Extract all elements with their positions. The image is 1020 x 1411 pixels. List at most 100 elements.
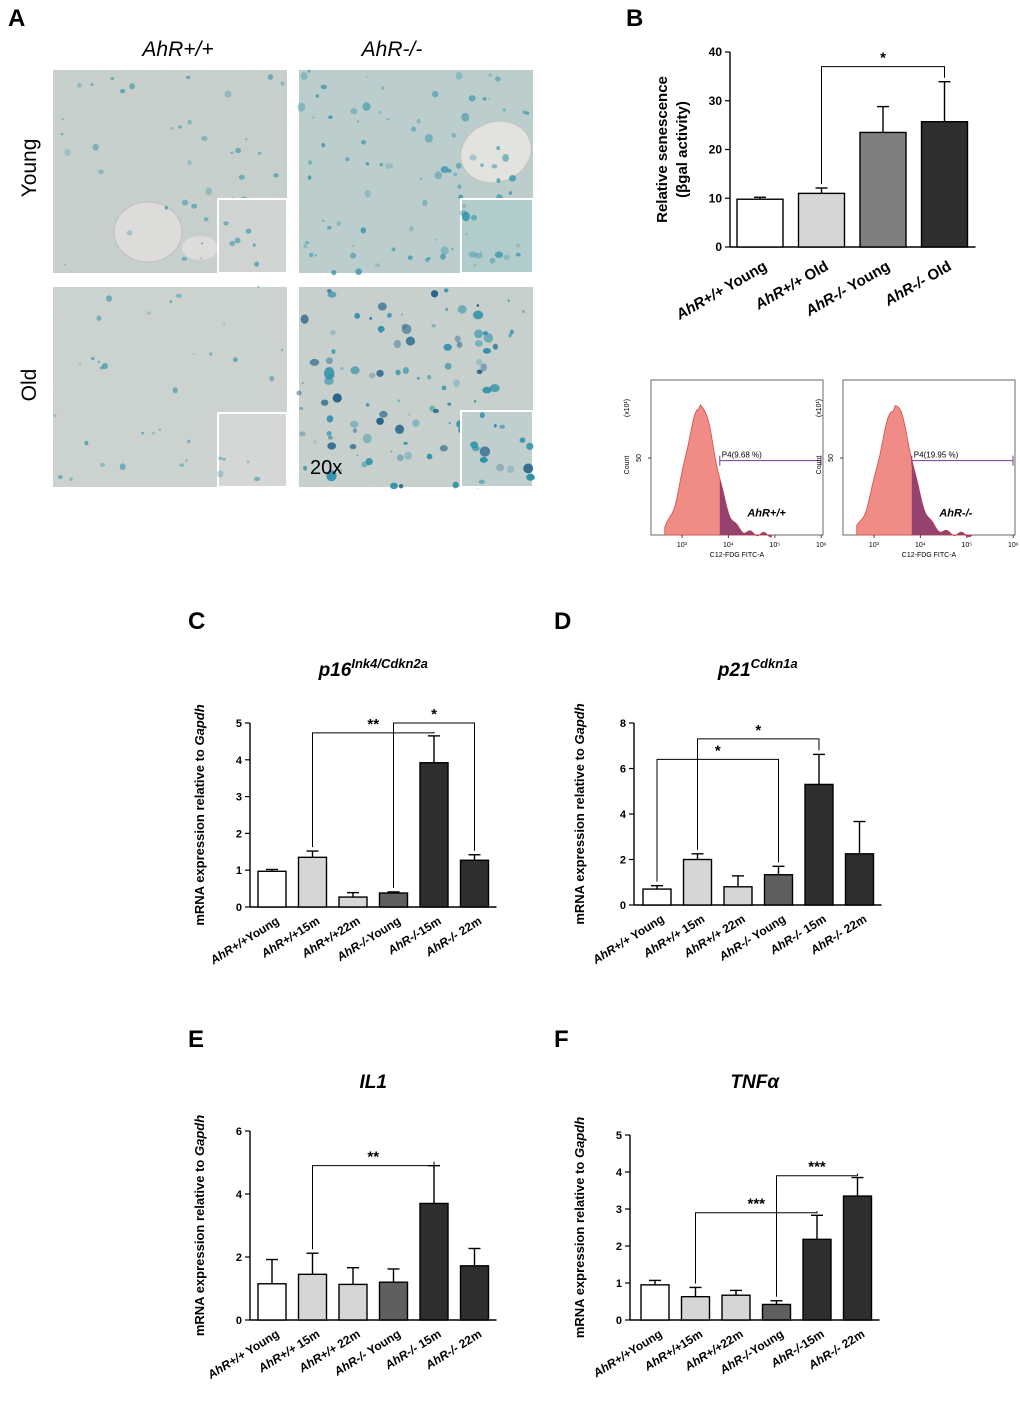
stain-spot <box>170 126 175 130</box>
stain-spot <box>412 419 420 427</box>
stain-spot <box>472 310 484 320</box>
stain-spot <box>379 330 382 334</box>
stain-spot <box>355 268 362 275</box>
stain-spot <box>362 433 372 444</box>
stain-spot <box>352 428 357 433</box>
stain-spot <box>140 431 145 435</box>
stain-spots <box>297 69 530 276</box>
significance-label: *** <box>747 1196 765 1213</box>
genotype-label: AhR+/+ <box>746 507 786 519</box>
stain-spot <box>185 459 188 462</box>
stain-spot <box>200 242 204 245</box>
y-exponent-label: (x10¹) <box>624 399 631 417</box>
bar <box>642 888 672 906</box>
stain-spot <box>462 203 467 208</box>
y-tick-label: 8 <box>620 718 626 730</box>
bar <box>920 121 969 248</box>
stain-spot <box>381 86 385 90</box>
y-tick-label: 10 <box>709 191 723 205</box>
stain-spot <box>53 414 57 417</box>
x-axis-label: C12-FDG FITC-A <box>902 552 957 559</box>
bar <box>338 896 368 908</box>
stain-spot <box>434 238 437 241</box>
stain-spot <box>323 461 326 465</box>
magnification-label: 20x <box>310 457 342 479</box>
y-tick-label: 4 <box>616 1167 623 1179</box>
bar <box>378 1281 409 1321</box>
stain-spot <box>77 83 82 88</box>
stain-spot <box>218 456 223 460</box>
bar <box>844 853 875 906</box>
chart-title: TNFα <box>730 1072 780 1093</box>
x-axis-label: C12-FDG FITC-A <box>710 552 765 559</box>
stain-spots <box>470 412 535 485</box>
stain-spot <box>257 151 262 155</box>
chart-title-main: p21 <box>717 660 751 681</box>
stain-spots <box>217 456 261 482</box>
stain-spot <box>494 251 504 259</box>
stain-spot <box>453 379 460 388</box>
stain-spot <box>63 263 66 266</box>
stain-spot <box>252 243 256 247</box>
stain-spot <box>405 336 416 346</box>
x-tick-label: 10⁵ <box>961 542 972 549</box>
stain-spot <box>245 228 252 234</box>
panel-letter-f: F <box>554 1026 569 1053</box>
stain-spot <box>304 240 310 245</box>
panel-a-micrographs: AhR+/+ AhR-/- Young Old <box>18 38 535 490</box>
bar <box>419 1202 449 1321</box>
stain-spot <box>169 300 173 304</box>
bar <box>802 1238 832 1321</box>
stain-spot <box>519 437 526 443</box>
x-tick-label: 10⁴ <box>723 542 734 549</box>
chart-c-p16: 012345AhR+/+YoungAhR+/+15mAhR+/+22mAhR-/… <box>192 656 497 968</box>
stain-spot <box>297 102 306 112</box>
stain-spot <box>203 217 209 222</box>
stain-spot <box>223 322 226 325</box>
stain-spot <box>314 254 317 257</box>
y-axis-label: mRNA expression relative to Gapdh <box>192 704 207 925</box>
stain-spot <box>181 199 189 206</box>
stain-spot <box>324 367 335 380</box>
x-tick-label: 10⁴ <box>915 542 926 549</box>
significance-bracket <box>312 731 435 848</box>
y-tick-label: 2 <box>616 1241 622 1253</box>
stain-spot <box>473 399 477 403</box>
stain-spot <box>119 463 126 470</box>
stain-spot <box>474 252 483 259</box>
y-tick-label: 0 <box>620 900 626 912</box>
stain-spot <box>522 110 527 115</box>
stain-spot <box>401 324 412 335</box>
bar <box>797 192 846 248</box>
stain-spot <box>361 139 367 145</box>
stain-spot <box>427 375 432 380</box>
stain-spot <box>496 178 501 184</box>
stain-spot <box>57 475 63 480</box>
stain-spot <box>339 468 343 472</box>
bar <box>419 762 449 908</box>
stain-spot <box>320 84 328 90</box>
stain-spot <box>376 417 384 425</box>
stain-spot <box>322 219 325 222</box>
y-tick-label: 6 <box>236 1126 242 1138</box>
y-tick-label: 0 <box>715 240 722 254</box>
significance-label: * <box>755 722 761 739</box>
micrograph-wt-young <box>53 70 288 274</box>
bar <box>721 1294 751 1321</box>
bar <box>842 1195 873 1321</box>
stain-spot <box>444 362 452 370</box>
stain-spot <box>482 348 492 354</box>
y-tick-label: 50 <box>828 454 835 462</box>
stain-spot <box>254 261 260 267</box>
stain-spot <box>525 111 530 115</box>
stain-spot <box>457 305 467 314</box>
panel-letter-c: C <box>188 608 205 635</box>
stain-spot <box>327 435 333 440</box>
stain-spot <box>364 189 372 198</box>
stain-spot <box>238 174 245 180</box>
y-tick-label: 4 <box>620 809 627 821</box>
stain-spot <box>431 323 436 328</box>
bar <box>640 1284 670 1321</box>
chart-title-main: p16 <box>318 660 352 681</box>
